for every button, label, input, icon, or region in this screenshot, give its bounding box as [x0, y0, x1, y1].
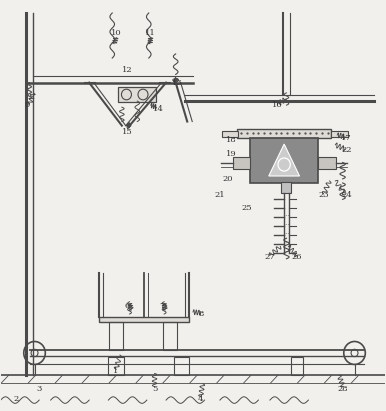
Text: 13: 13	[172, 79, 183, 87]
Text: 20: 20	[222, 175, 233, 183]
Bar	[291, 357, 303, 376]
Text: 3: 3	[36, 385, 42, 393]
Bar	[118, 87, 156, 102]
Text: 24: 24	[342, 191, 352, 199]
Bar	[174, 357, 189, 376]
Text: 10: 10	[111, 30, 121, 37]
Text: 15: 15	[122, 128, 133, 136]
Text: 21: 21	[215, 191, 225, 199]
Bar	[109, 322, 123, 350]
Polygon shape	[269, 144, 300, 176]
Text: 19: 19	[226, 150, 237, 158]
Bar	[318, 157, 336, 169]
Bar	[281, 138, 291, 148]
Text: 12: 12	[122, 66, 133, 74]
Bar	[250, 138, 318, 183]
Text: 5: 5	[152, 385, 157, 393]
Text: 8: 8	[198, 310, 203, 318]
Bar	[222, 131, 238, 137]
Bar	[108, 357, 124, 376]
Text: 23: 23	[318, 191, 329, 199]
Text: 28: 28	[338, 385, 348, 393]
Text: 27: 27	[265, 253, 275, 261]
Bar	[163, 322, 177, 350]
Text: 4: 4	[198, 395, 203, 403]
Text: 2: 2	[14, 395, 19, 403]
Bar	[281, 182, 291, 193]
Text: 25: 25	[242, 203, 252, 212]
Text: 14: 14	[153, 105, 164, 113]
Text: 17: 17	[342, 134, 352, 142]
Text: 9: 9	[25, 101, 30, 109]
Bar	[233, 157, 250, 169]
Text: 1: 1	[113, 367, 119, 375]
Bar	[332, 131, 348, 137]
Text: 16: 16	[272, 101, 283, 109]
Text: 18: 18	[226, 136, 237, 144]
Text: 11: 11	[145, 30, 156, 37]
Bar	[99, 317, 189, 322]
Text: 26: 26	[291, 253, 302, 261]
Bar	[237, 129, 332, 138]
Text: 7: 7	[159, 302, 165, 310]
Text: 22: 22	[342, 146, 352, 154]
Text: 6: 6	[125, 302, 130, 310]
